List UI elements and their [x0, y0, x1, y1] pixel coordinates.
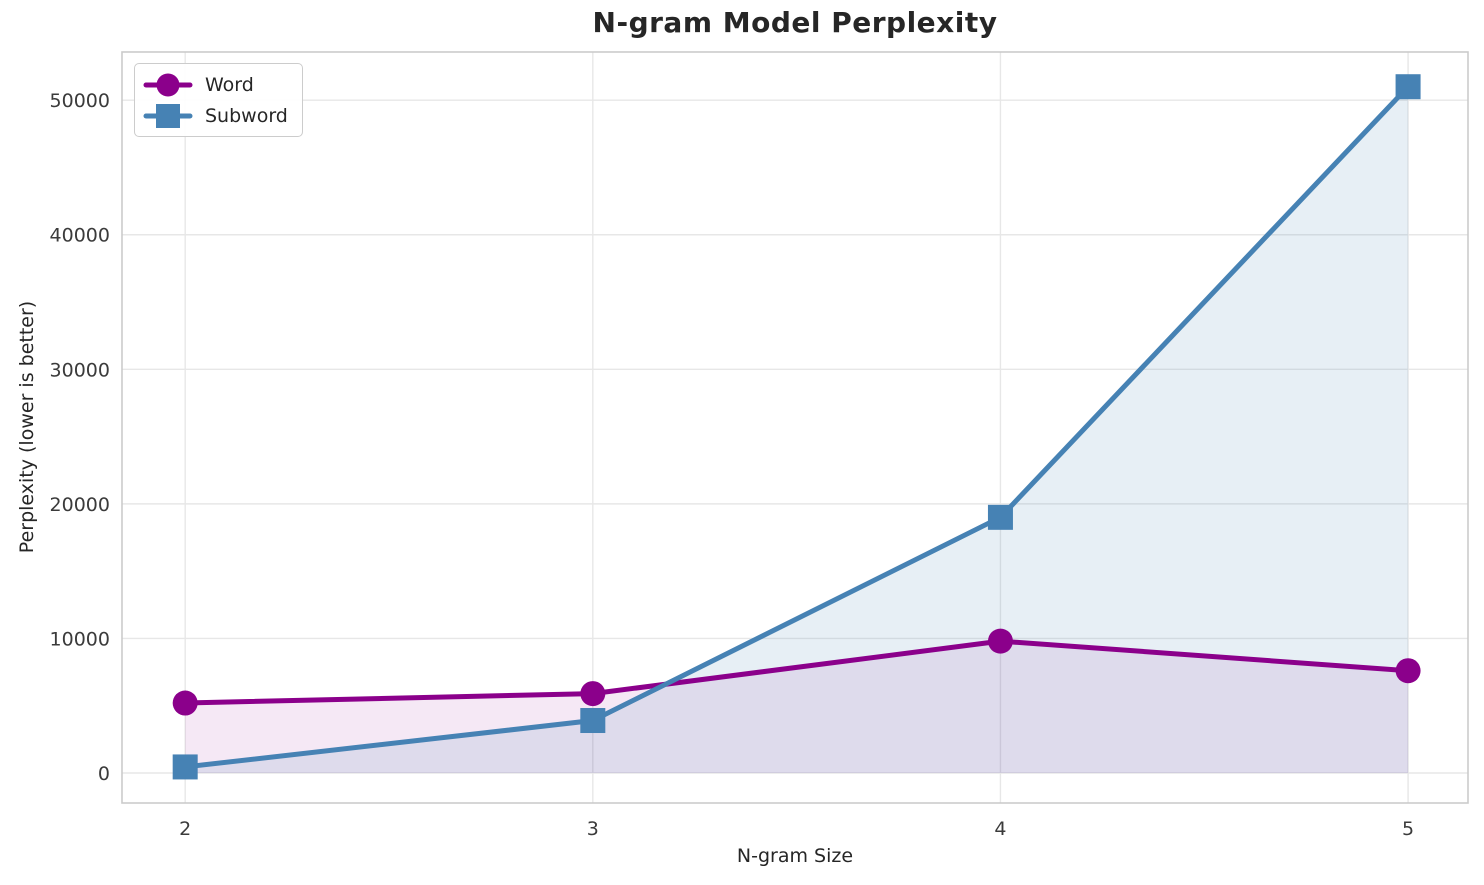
subword-marker-0 [172, 754, 198, 780]
x-tick-label-2: 4 [994, 818, 1006, 840]
axes-spines [121, 51, 1469, 804]
y-tick-label-4: 40000 [50, 225, 110, 247]
word-marker-1 [580, 681, 606, 707]
x-tick-label-3: 5 [1402, 818, 1414, 840]
subword-marker-3 [1395, 74, 1421, 100]
word-marker-3 [1395, 658, 1421, 684]
subword-marker-1 [580, 708, 606, 734]
x-axis-label: N-gram Size [736, 845, 854, 867]
y-axis-label: Perplexity (lower is better) [16, 300, 38, 554]
legend-label-subword: Subword [205, 104, 288, 127]
word-marker-2 [987, 628, 1013, 654]
chart-title: N-gram Model Perplexity [592, 6, 998, 39]
word-marker-0 [172, 690, 198, 716]
y-tick-label-3: 30000 [50, 359, 110, 381]
legend-label-word: Word [205, 73, 254, 96]
y-tick-label-2: 20000 [50, 494, 110, 516]
word-line [182, 638, 1411, 706]
x-tick-label-1: 3 [587, 818, 599, 840]
y-tick-label-1: 10000 [50, 628, 110, 650]
legend-item-subword: Subword [143, 100, 288, 131]
word-series-marker-icon [143, 73, 193, 96]
subword-line [182, 84, 1411, 770]
legend-item-word: Word [143, 69, 288, 100]
word-area [185, 641, 1409, 773]
subword-area [185, 86, 1409, 773]
y-tick-label-0: 0 [98, 763, 110, 785]
y-tick-label-5: 50000 [50, 90, 110, 112]
subword-series-marker-icon [143, 103, 193, 128]
x-tick-label-0: 2 [179, 818, 191, 840]
legend: Word Subword [134, 63, 303, 137]
subword-marker-2 [987, 504, 1013, 530]
